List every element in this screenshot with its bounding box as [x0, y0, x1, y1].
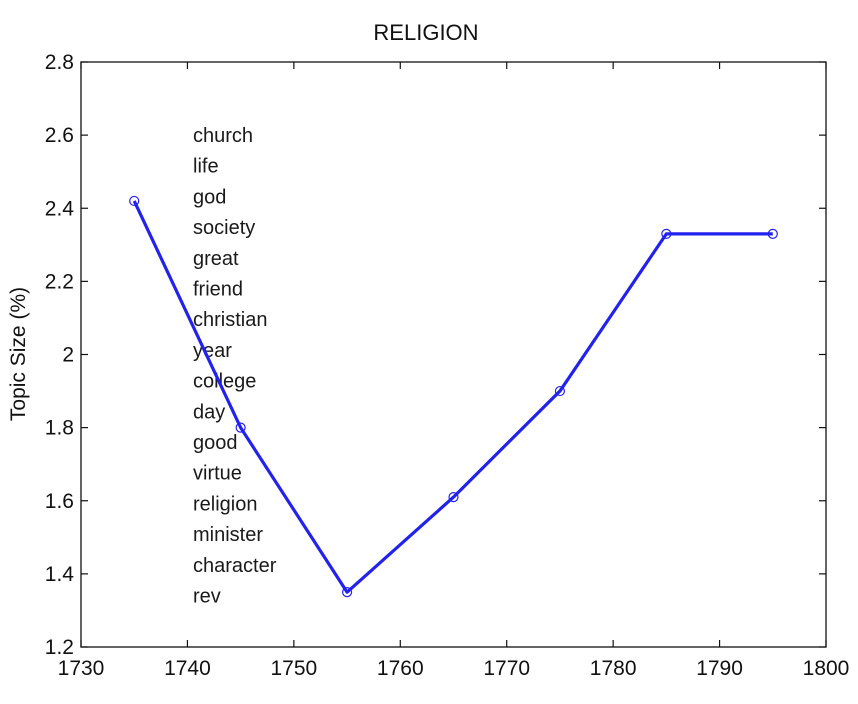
topic-word: rev — [193, 586, 221, 608]
x-axis: 1730 1740 1750 1760 1770 1780 1790 1800 — [58, 62, 850, 680]
x-tick-label: 1750 — [270, 657, 317, 680]
series-line — [132, 200, 773, 594]
topic-word: church — [193, 125, 253, 147]
x-tick-label: 1790 — [696, 657, 743, 680]
data-point — [341, 587, 353, 598]
x-tick-label: 1760 — [377, 657, 424, 680]
y-tick-label: 1.6 — [45, 490, 74, 513]
x-tick-label: 1730 — [58, 657, 105, 680]
topic-word: god — [193, 186, 226, 208]
data-point — [235, 422, 246, 433]
chart-title: RELIGION — [373, 20, 478, 45]
x-tick-label: 1740 — [164, 657, 211, 680]
topic-word: minister — [193, 524, 263, 546]
y-tick-label: 1.4 — [45, 563, 75, 586]
data-point — [448, 491, 459, 503]
data-point — [767, 228, 778, 239]
topic-word: virtue — [193, 463, 242, 485]
topic-word: good — [193, 432, 238, 454]
topic-word: college — [193, 371, 256, 393]
y-tick-label: 2.4 — [45, 197, 75, 220]
x-tick-label: 1780 — [590, 657, 637, 680]
y-tick-label: 1.8 — [45, 417, 74, 440]
topic-word: character — [193, 555, 277, 577]
x-tick-label: 1800 — [803, 657, 850, 680]
topic-word: christian — [193, 309, 267, 331]
topic-word: friend — [193, 279, 243, 301]
y-tick-label: 1.2 — [45, 636, 74, 659]
y-tick-label: 2.2 — [45, 270, 74, 293]
y-tick-label: 2.6 — [45, 124, 74, 147]
series-layer — [129, 195, 778, 598]
topic-word: great — [193, 248, 239, 270]
data-point — [661, 228, 672, 239]
y-axis-title: Topic Size (%) — [7, 287, 30, 421]
y-tick-label: 2.8 — [45, 51, 74, 74]
topic-word: life — [193, 156, 219, 178]
topic-word: society — [193, 217, 255, 239]
topic-word: religion — [193, 493, 257, 515]
topic-word: year — [193, 340, 232, 362]
topic-word-list: church life god society great friend christian… — [193, 125, 277, 608]
x-tick-label: 1770 — [483, 657, 530, 680]
topic-word: day — [193, 401, 225, 423]
data-point — [129, 195, 140, 207]
y-tick-label: 2 — [62, 344, 74, 367]
y-axis: 1.2 1.4 1.6 1.8 2 2.2 2.4 2.6 2.8 — [45, 51, 826, 659]
data-point — [554, 385, 566, 397]
